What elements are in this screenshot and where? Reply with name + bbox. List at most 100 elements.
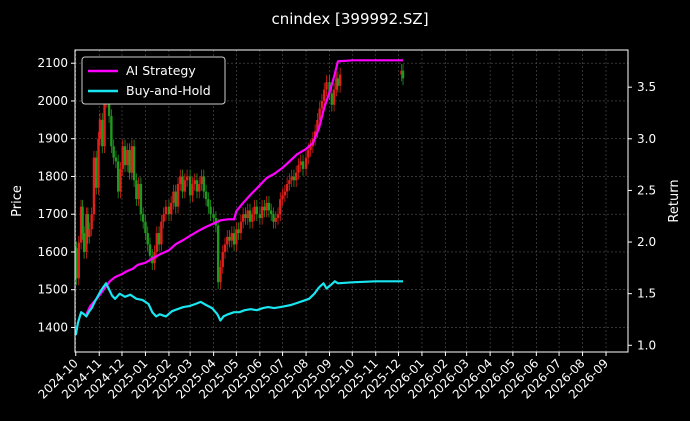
candle-body	[95, 157, 98, 188]
candle-body	[126, 150, 129, 166]
candle-body	[223, 244, 227, 252]
candle-body	[230, 233, 234, 241]
candle-body	[283, 191, 287, 196]
candle-body	[309, 146, 312, 151]
candle-body	[146, 233, 149, 245]
y-left-tick-label: 1700	[37, 207, 68, 221]
buy-and-hold-line	[74, 280, 403, 336]
candle-body	[81, 206, 84, 234]
y-axis-right: 1.0 1.5 2.0 2.5 3.0 3.5	[628, 80, 656, 352]
candle-body	[241, 214, 245, 222]
candle-body	[157, 233, 161, 245]
y-left-tick-label: 1600	[37, 245, 68, 259]
candle-body	[155, 233, 159, 252]
candle-body	[301, 161, 305, 169]
legend-label-ai-strategy: AI Strategy	[126, 63, 196, 78]
candle-body	[276, 214, 280, 218]
ai-strategy-line	[85, 59, 403, 315]
candle-body	[274, 217, 277, 222]
y-axis-right-label: Return	[667, 179, 682, 222]
candle-body	[316, 119, 319, 132]
y-right-tick-label: 3.0	[637, 132, 656, 146]
candle-body	[263, 206, 266, 211]
candle-body	[212, 214, 215, 218]
candle-body	[265, 202, 268, 211]
candle-body	[185, 176, 189, 181]
y-right-tick-label: 3.5	[637, 80, 656, 94]
candle-body	[103, 100, 106, 147]
candle-body	[335, 78, 338, 90]
line-series	[74, 59, 403, 336]
candle-body	[119, 168, 122, 192]
candle-body	[258, 214, 262, 218]
y-left-tick-label: 1400	[37, 320, 68, 334]
candle-body	[260, 206, 264, 218]
candle-body	[216, 225, 220, 283]
candle-body	[116, 161, 120, 192]
candle-body	[232, 233, 236, 245]
y-right-tick-label: 2.5	[637, 183, 656, 197]
candle-body	[285, 184, 289, 192]
candle-body	[85, 214, 88, 252]
candle-body	[288, 180, 291, 185]
candle-body	[77, 242, 80, 279]
candle-body	[79, 206, 83, 243]
candle-body	[121, 146, 124, 169]
chart-title: cnindex [399992.SZ]	[271, 10, 428, 28]
y-right-tick-label: 1.0	[637, 338, 656, 352]
candle-body	[336, 78, 340, 86]
candle-body	[239, 221, 243, 234]
y-left-tick-label: 2100	[37, 56, 68, 70]
candle-body	[130, 146, 134, 173]
y-axis-left-label: Price	[10, 185, 25, 217]
candle-body	[320, 100, 324, 109]
candle-body	[325, 82, 328, 90]
candle-body	[86, 214, 90, 237]
candle-body	[110, 116, 113, 147]
plot-frame	[74, 49, 629, 353]
candle-body	[193, 180, 196, 185]
candle-body	[167, 206, 171, 215]
candle-body	[209, 206, 212, 215]
candle-body	[272, 214, 275, 222]
candle-body	[237, 229, 240, 234]
candle-body	[228, 236, 231, 241]
candle-body	[170, 202, 173, 215]
candle-body	[202, 176, 205, 192]
candle-body	[160, 221, 163, 245]
candle-body	[97, 138, 100, 188]
candle-body	[226, 236, 229, 245]
candle-body	[330, 93, 334, 105]
candle-body	[181, 176, 184, 192]
candle-body	[323, 89, 326, 101]
y-left-tick-label: 2000	[37, 94, 68, 108]
candle-body	[123, 146, 127, 166]
candle-body	[332, 89, 336, 105]
candle-body	[112, 146, 115, 158]
candle-body	[82, 233, 86, 252]
candle-body	[338, 74, 342, 86]
candle-body	[141, 214, 145, 222]
candle-body	[191, 184, 194, 196]
candle-body	[401, 70, 405, 79]
candle-body	[235, 229, 238, 245]
candle-body	[279, 199, 282, 215]
y-left-tick-label: 1800	[37, 169, 68, 183]
candle-body	[162, 214, 165, 222]
candle-body	[297, 165, 300, 173]
candle-body	[75, 248, 78, 279]
candle-body	[174, 191, 177, 207]
candle-body	[400, 70, 403, 75]
candle-body	[255, 206, 259, 215]
candle-body	[290, 176, 293, 181]
candle-body	[328, 82, 331, 94]
y-left-tick-label: 1900	[37, 132, 68, 146]
candle-body	[248, 210, 252, 222]
y-right-tick-label: 1.5	[637, 287, 656, 301]
candle-body	[172, 191, 175, 203]
candle-body	[304, 157, 308, 169]
candle-body	[281, 195, 284, 200]
candle-body	[90, 214, 93, 230]
candle-body	[292, 176, 296, 181]
